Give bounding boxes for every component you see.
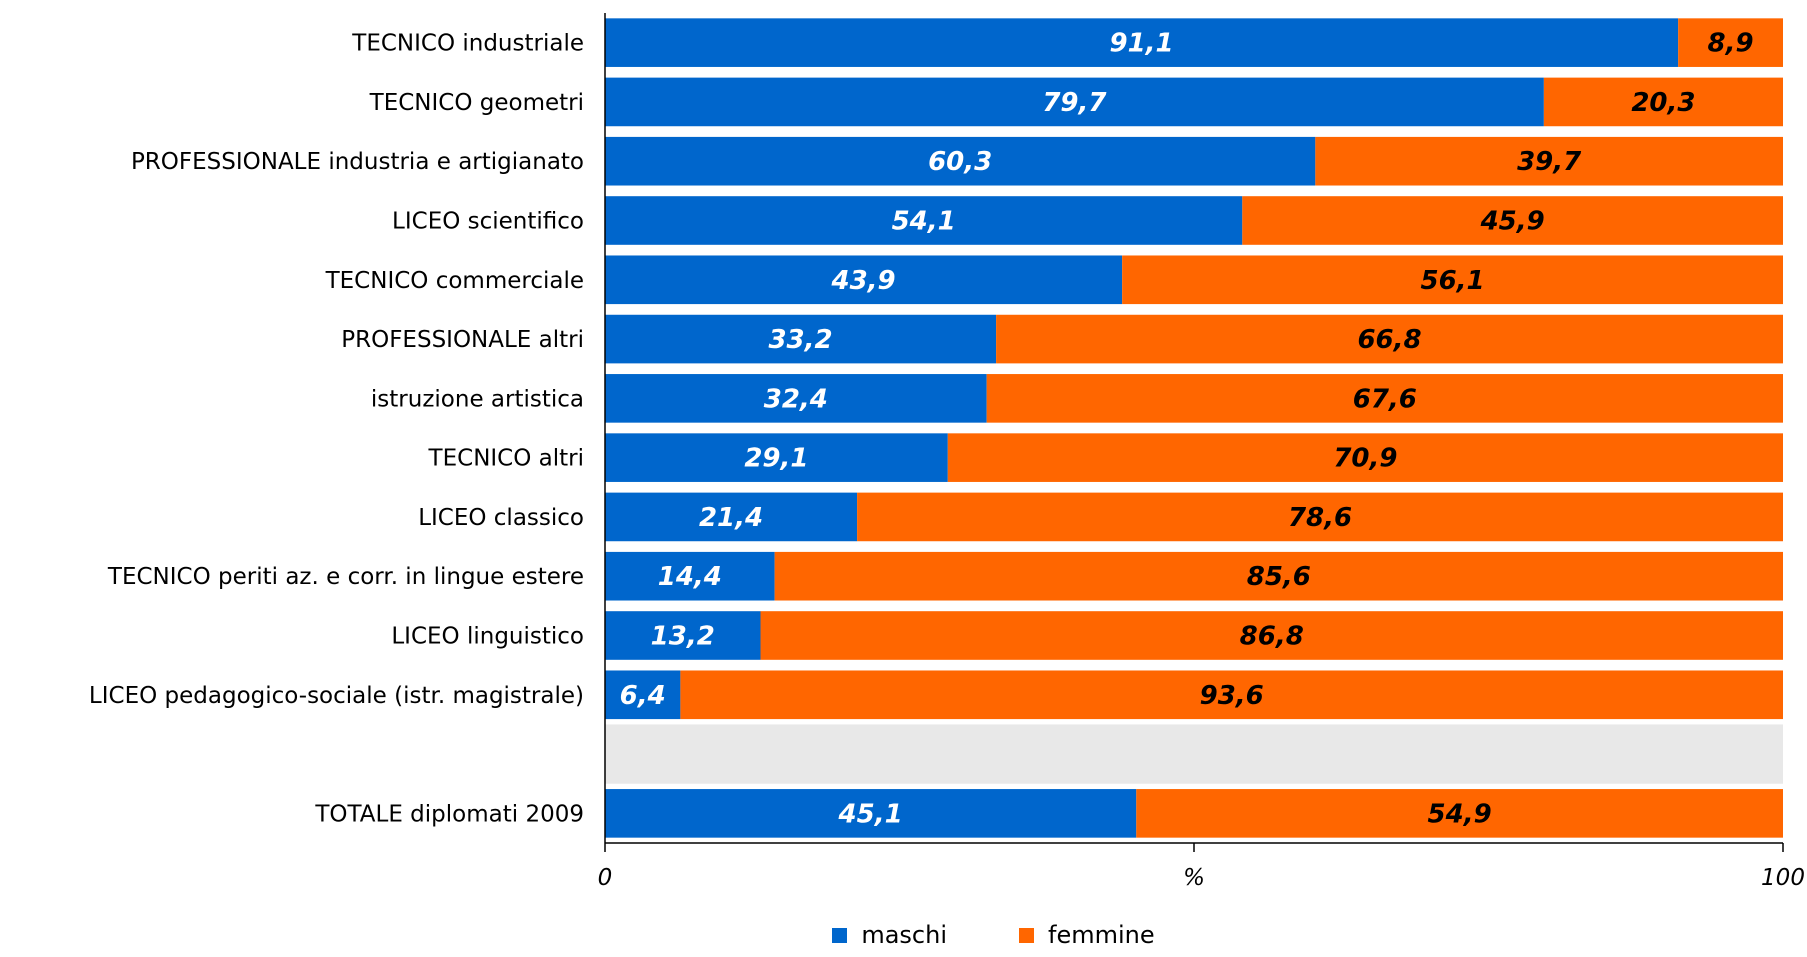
legend-item-femmine: femmine [1019, 921, 1155, 949]
data-label-maschi: 91,1 [1110, 29, 1174, 59]
data-label-maschi: 21,4 [699, 503, 763, 533]
bar-maschi [605, 18, 1679, 67]
legend-label-femmine: femmine [1048, 921, 1155, 949]
bar-maschi [605, 374, 987, 423]
bar-maschi [605, 255, 1123, 305]
data-label-maschi: 14,4 [658, 562, 722, 592]
category-label: TECNICO commerciale [325, 268, 584, 294]
data-label-maschi: 32,4 [764, 384, 828, 414]
x-tick-label: 100 [1761, 865, 1805, 891]
data-label-femmine: 8,9 [1708, 29, 1754, 59]
data-label-femmine: 20,3 [1631, 88, 1695, 118]
data-label-femmine: 86,8 [1240, 622, 1304, 652]
category-label: PROFESSIONALE industria e artigianato [131, 149, 584, 175]
category-label: LICEO classico [418, 505, 584, 531]
chart-svg: TECNICO industriale 91,1 8,9 TECNICO geomet… [89, 13, 1805, 891]
data-label-maschi: 43,9 [830, 266, 895, 296]
legend-swatch-maschi [832, 927, 848, 943]
bar-maschi [605, 611, 761, 660]
category-label: TECNICO geometri [369, 90, 584, 116]
bar-femmine [1122, 255, 1783, 305]
data-label-femmine: 85,6 [1247, 562, 1311, 592]
data-label-maschi: 33,2 [768, 325, 832, 355]
bar-maschi [605, 433, 948, 482]
bar-femmine [857, 492, 1783, 542]
bar-maschi [605, 77, 1544, 127]
data-label-femmine: 93,6 [1200, 681, 1264, 711]
x-tick-label: % [1183, 865, 1205, 891]
bar-femmine [1136, 789, 1783, 838]
category-label: TECNICO altri [428, 446, 584, 472]
bar-maschi [605, 670, 681, 720]
data-label-maschi: 13,2 [651, 622, 715, 652]
bar-femmine [1543, 77, 1783, 127]
category-label: TOTALE diplomati 2009 [314, 801, 584, 827]
legend-swatch-femmine [1019, 927, 1035, 943]
legend-item-maschi: maschi [832, 921, 947, 949]
bar-femmine [774, 551, 1783, 601]
bar-maschi [605, 314, 997, 364]
bar-femmine [996, 314, 1783, 364]
data-label-femmine: 67,6 [1353, 384, 1417, 414]
category-label: LICEO scientifico [392, 209, 584, 235]
bar-femmine [1678, 18, 1783, 67]
data-label-maschi: 60,3 [928, 147, 992, 177]
legend: maschi femmine [0, 918, 1807, 952]
bar-maschi [605, 551, 775, 601]
bar-femmine [947, 433, 1783, 482]
category-label: TECNICO industriale [351, 31, 584, 57]
legend-label-maschi: maschi [861, 921, 948, 949]
category-label: TECNICO periti az. e corr. in lingue est… [107, 564, 584, 590]
category-label: istruzione artistica [371, 386, 584, 412]
data-label-femmine: 54,9 [1428, 799, 1492, 829]
data-label-femmine: 39,7 [1517, 147, 1582, 177]
bar-femmine [760, 611, 1783, 660]
x-tick-label: 0 [598, 865, 613, 891]
bar-femmine [1242, 196, 1783, 245]
data-label-femmine: 45,9 [1480, 207, 1545, 237]
data-label-maschi: 29,1 [744, 444, 808, 474]
data-label-femmine: 70,9 [1333, 444, 1397, 474]
bar-maschi [605, 492, 858, 542]
category-label: LICEO pedagogico-sociale (istr. magistra… [89, 683, 584, 709]
data-label-maschi: 79,7 [1042, 88, 1107, 118]
data-label-femmine: 78,6 [1288, 503, 1352, 533]
data-label-femmine: 56,1 [1420, 266, 1484, 296]
data-label-femmine: 66,8 [1357, 325, 1421, 355]
category-label: LICEO linguistico [391, 624, 584, 650]
empty-row-band [605, 724, 1783, 784]
data-label-maschi: 6,4 [620, 681, 666, 711]
category-label: PROFESSIONALE altri [341, 327, 584, 353]
bar-maschi [605, 789, 1137, 838]
bar-femmine [1315, 136, 1783, 186]
bar-femmine [680, 670, 1783, 720]
data-label-maschi: 45,1 [838, 799, 903, 829]
data-label-maschi: 54,1 [892, 207, 956, 237]
bar-femmine [986, 374, 1783, 423]
bar-maschi [605, 196, 1243, 245]
bar-maschi [605, 136, 1316, 186]
